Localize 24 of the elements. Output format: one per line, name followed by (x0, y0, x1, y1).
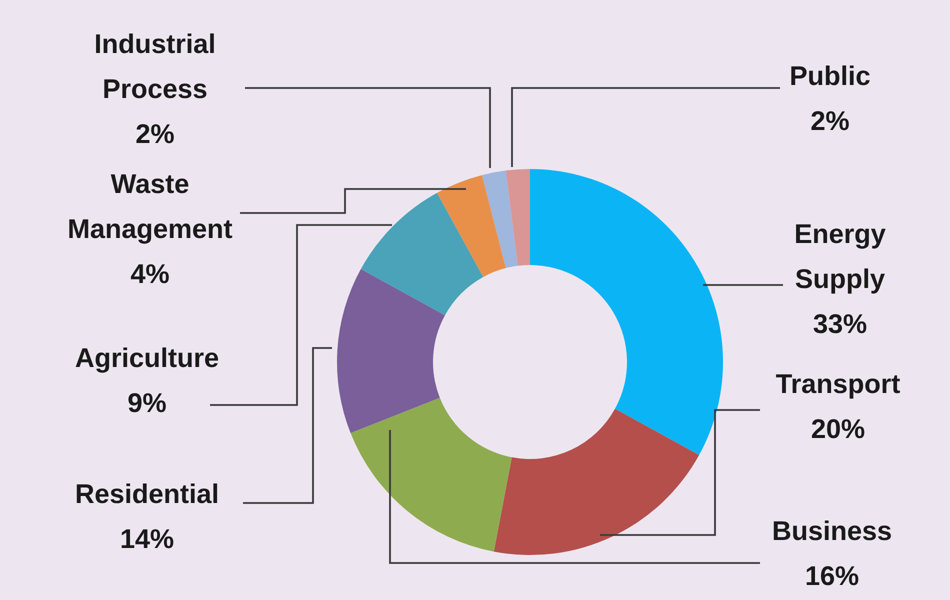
data-label: 9% (127, 388, 167, 418)
data-label: 2% (810, 106, 850, 136)
slice-label: Business (772, 516, 892, 546)
donut-slice (360, 192, 484, 316)
donut-slice (437, 175, 506, 277)
slice-label: Residential (74, 479, 220, 509)
slice-label: Industrial Process (94, 29, 216, 104)
donut-slice (337, 269, 445, 434)
slice-label: Transport (776, 369, 900, 399)
donut-slice (530, 169, 723, 455)
slice-label: Public (789, 61, 871, 91)
data-label: 4% (130, 259, 170, 289)
data-label: 14% (120, 524, 174, 554)
data-label: 2% (135, 119, 175, 149)
data-label: 33% (812, 309, 868, 339)
donut-slice (482, 170, 518, 268)
donut-slice (506, 169, 530, 266)
slice-label: Agriculture (74, 343, 220, 373)
data-label: 16% (804, 561, 860, 591)
slice-label: Energy Supply (794, 219, 886, 294)
data-label: 20% (810, 414, 866, 444)
slice-label: Waste Management (67, 169, 233, 244)
donut-slice (350, 398, 512, 552)
donut-slice (494, 408, 700, 555)
